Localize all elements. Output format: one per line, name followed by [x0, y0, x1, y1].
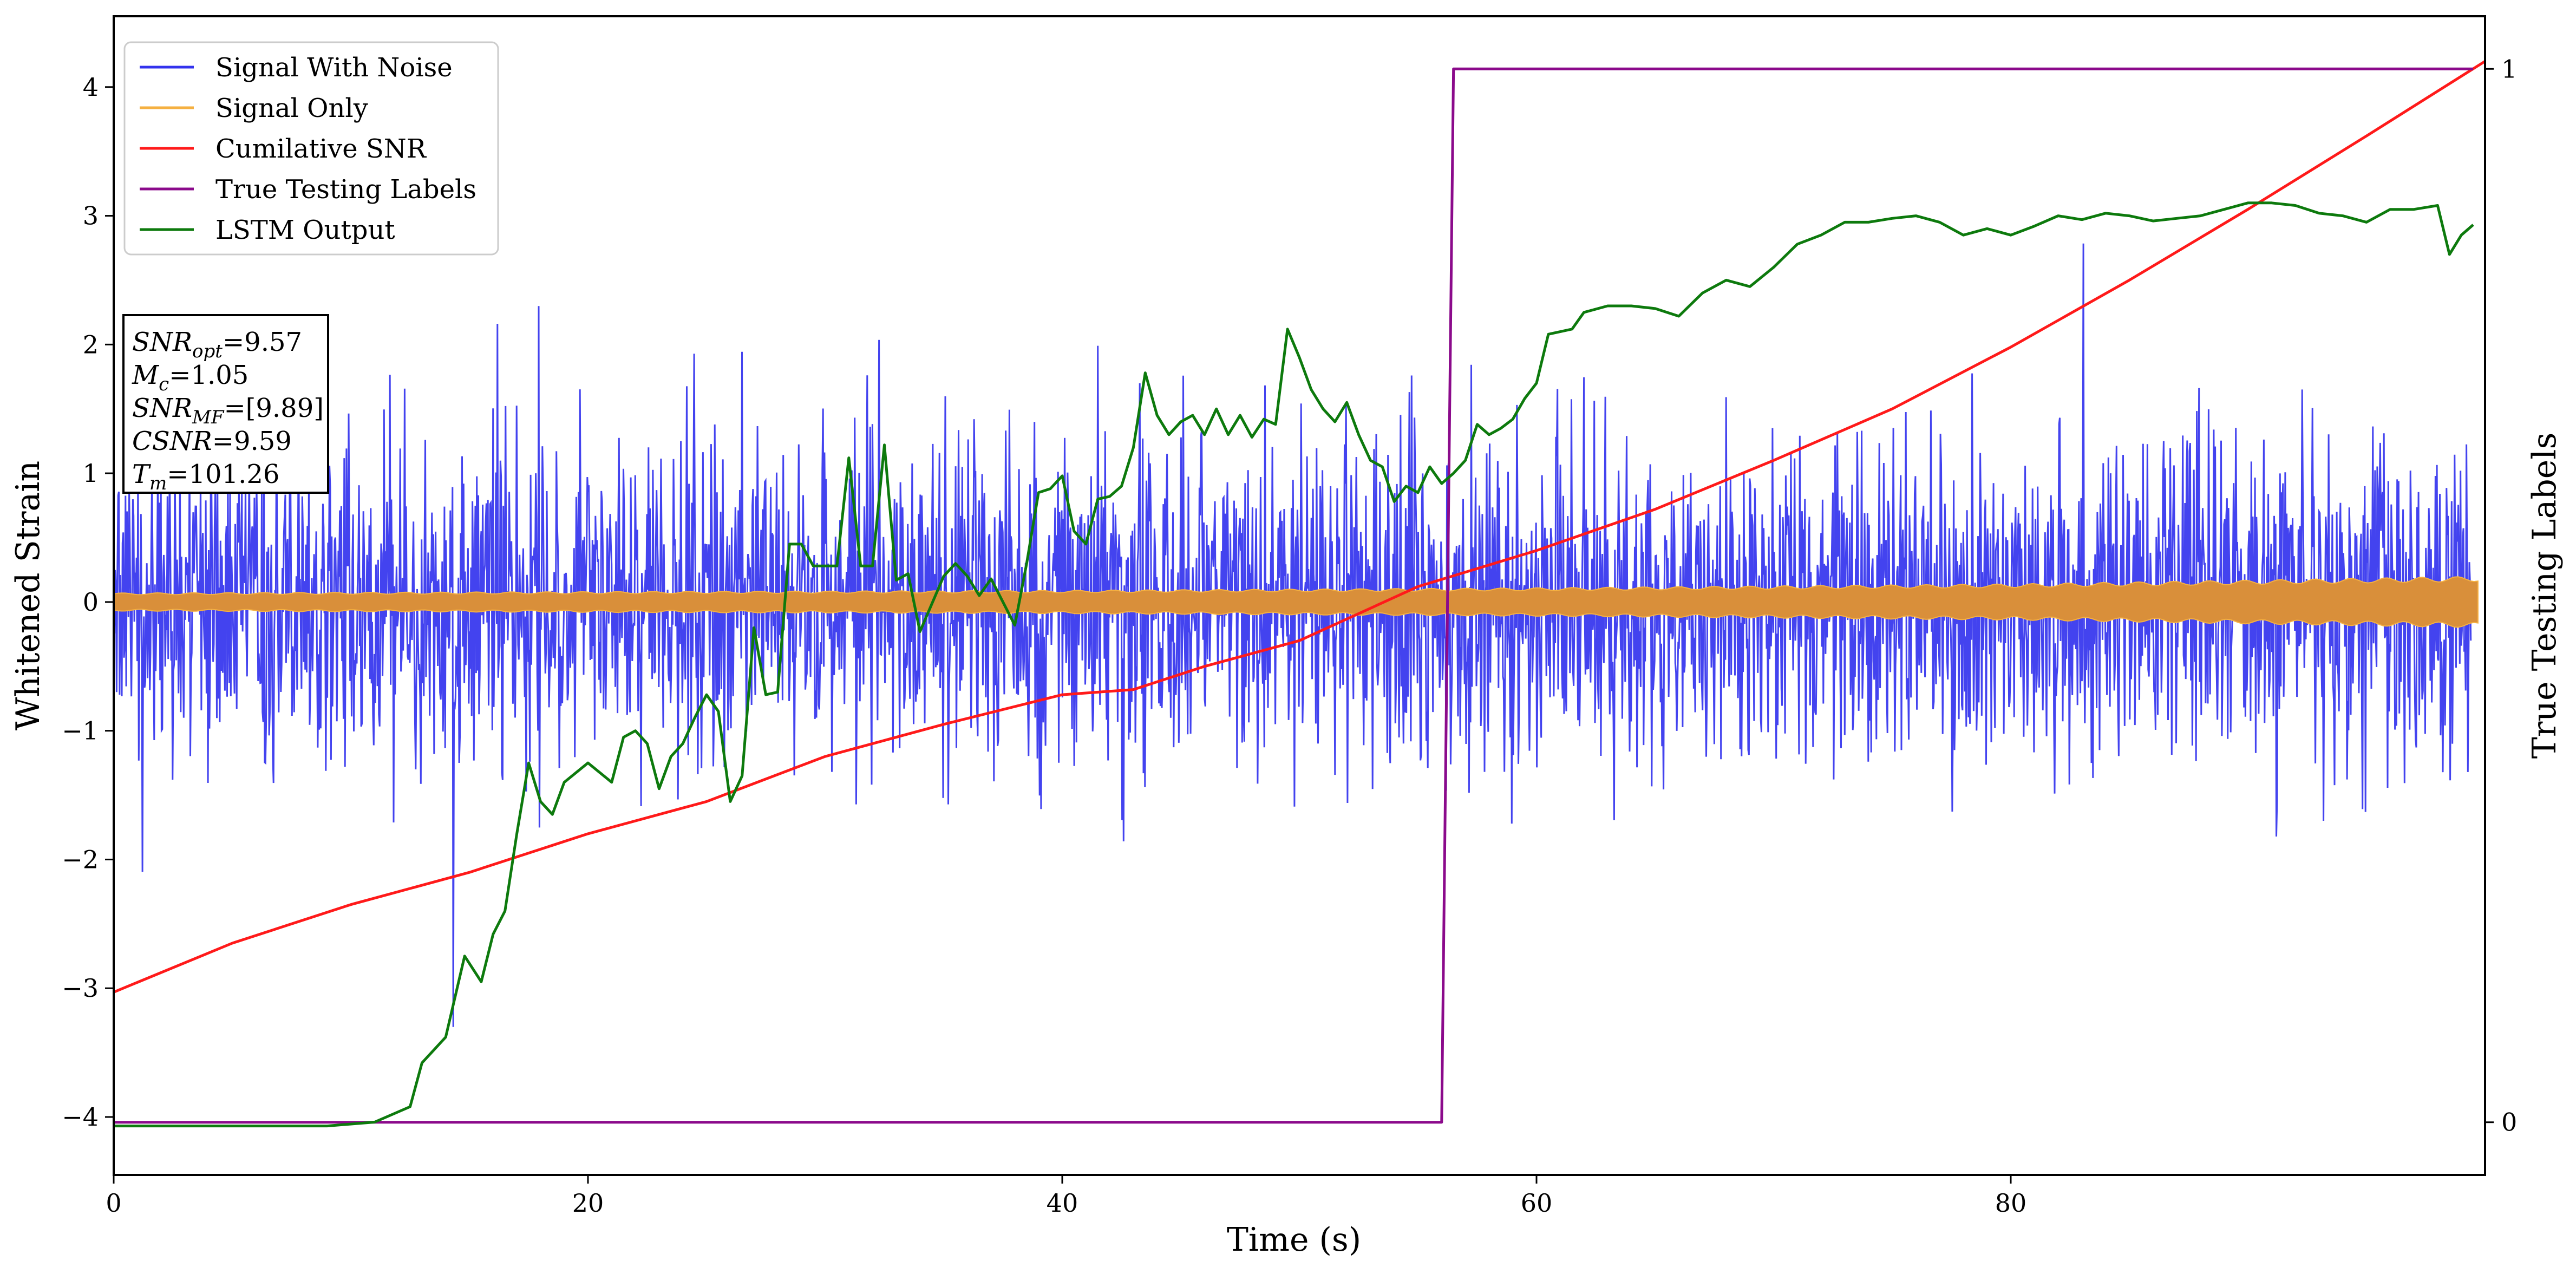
parameter-line: SNRopt=9.57 — [132, 327, 302, 362]
legend: Signal With Noise Signal Only Cumilative S… — [123, 41, 499, 256]
x-axis-title: Time (s) — [1227, 1221, 1361, 1259]
series-lines — [114, 60, 2485, 1128]
true-testing-labels-line — [114, 67, 2474, 1124]
cumilative-snr-line — [114, 60, 2485, 994]
parameter-line: SNRMF=[9.89] — [132, 393, 324, 428]
y-tick-label: 4 — [83, 73, 99, 102]
legend-label: True Testing Labels — [215, 174, 476, 205]
plot-frame — [113, 15, 2486, 1176]
x-axis: 0 20 40 60 80 — [106, 1175, 2026, 1218]
y-tick-label: −4 — [62, 1102, 99, 1132]
x-tick-label: 0 — [106, 1188, 121, 1218]
parameters-box-frame — [122, 314, 329, 494]
parameter-line: Tm=101.26 — [132, 459, 279, 494]
legend-label: Signal With Noise — [215, 53, 453, 83]
y-tick-label: −1 — [62, 716, 99, 746]
y-tick-label: 3 — [83, 201, 99, 231]
legend-label: Signal Only — [215, 93, 368, 123]
y-right-tick-label: 0 — [2501, 1108, 2517, 1137]
legend-label: Cumilative SNR — [215, 134, 427, 164]
series-signal-with-noise — [114, 243, 2472, 1027]
y-axis-title: Whitened Strain — [9, 461, 47, 730]
parameters-box: SNRopt=9.57Mc=1.05SNRMF=[9.89]CSNR=9.59T… — [122, 314, 329, 494]
x-tick-label: 20 — [572, 1188, 604, 1218]
lstm-output-line — [114, 201, 2474, 1128]
x-tick-label: 40 — [1047, 1188, 1078, 1218]
y-tick-label: 0 — [83, 587, 99, 617]
y-right-tick-label: 1 — [2501, 54, 2517, 83]
y-tick-label: 1 — [83, 459, 99, 488]
parameter-line: CSNR=9.59 — [132, 426, 292, 456]
legend-box — [123, 41, 499, 256]
y-axis-right-title: True Testing Labels — [2526, 433, 2564, 759]
x-tick-label: 60 — [1521, 1188, 1553, 1218]
y-tick-label: 2 — [83, 330, 99, 359]
y-tick-label: −2 — [62, 845, 99, 874]
y-tick-label: −3 — [62, 974, 99, 1003]
legend-label: LSTM Output — [215, 215, 395, 245]
signal-with-noise-line — [114, 243, 2472, 1027]
parameter-line: Mc=1.05 — [132, 360, 249, 395]
y-axis-left: −4 −3 −2 −1 0 1 2 3 4 — [62, 73, 114, 1132]
signal-only-band — [114, 576, 2479, 628]
y-axis-right: 01 — [2485, 54, 2517, 1137]
series-signal-only — [114, 576, 2479, 628]
x-tick-label: 80 — [1995, 1188, 2027, 1218]
